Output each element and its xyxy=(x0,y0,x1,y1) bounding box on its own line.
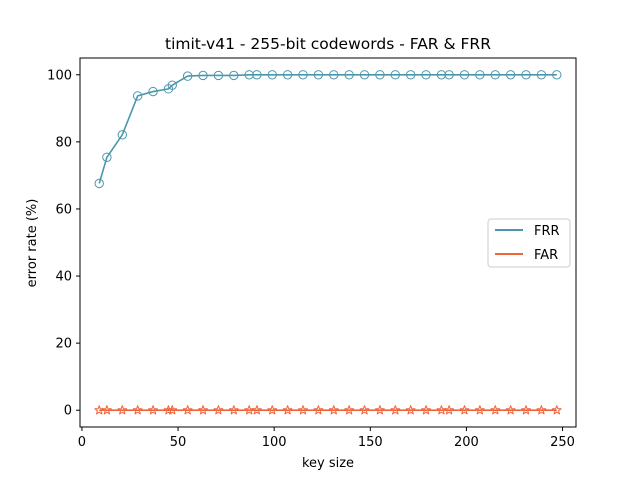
plot-series xyxy=(94,70,562,415)
data-point-far xyxy=(198,405,208,415)
y-tick-label: 60 xyxy=(55,202,72,217)
data-point-far xyxy=(251,405,262,415)
y-tick-label: 40 xyxy=(55,270,72,285)
data-point-far xyxy=(405,405,416,415)
data-point-frr xyxy=(490,70,500,80)
data-point-far xyxy=(228,405,239,415)
data-point-frr xyxy=(182,71,193,81)
data-point-frr xyxy=(552,70,562,80)
data-point-frr xyxy=(244,70,254,80)
data-point-far xyxy=(213,405,224,415)
data-point-frr xyxy=(94,178,104,189)
data-point-frr xyxy=(390,70,400,80)
y-tick-label: 100 xyxy=(47,68,72,83)
legend: FRR FAR xyxy=(487,218,571,268)
x-tick-label: 250 xyxy=(550,435,575,450)
data-point-frr xyxy=(132,91,143,101)
data-point-far xyxy=(551,405,562,415)
data-point-frr xyxy=(102,152,112,162)
data-point-frr xyxy=(375,70,385,80)
data-point-frr xyxy=(444,70,454,80)
data-point-far xyxy=(132,405,143,415)
series-frr xyxy=(94,70,562,189)
x-axis: 0 50 100 150 200 250 xyxy=(78,427,575,450)
data-point-frr xyxy=(329,70,339,80)
data-point-frr xyxy=(167,80,177,90)
data-point-frr xyxy=(213,70,224,81)
data-point-frr xyxy=(505,70,516,80)
data-point-frr xyxy=(459,70,470,80)
plot-frame xyxy=(79,57,577,428)
data-point-frr xyxy=(229,70,239,81)
data-point-far xyxy=(344,405,355,415)
x-tick-label: 200 xyxy=(454,435,479,450)
x-tick-label: 50 xyxy=(170,435,187,450)
data-point-frr xyxy=(252,70,262,80)
y-axis: 0 20 40 60 80 100 xyxy=(47,68,80,419)
x-axis-label: key size xyxy=(302,456,354,471)
data-point-frr xyxy=(267,70,277,80)
x-tick-label: 0 xyxy=(78,435,86,450)
data-point-far xyxy=(359,405,370,415)
data-point-far xyxy=(298,405,308,415)
data-point-frr xyxy=(313,70,324,80)
data-point-frr xyxy=(282,70,293,80)
data-point-frr xyxy=(536,70,547,80)
data-point-far xyxy=(182,405,193,415)
data-point-frr xyxy=(298,70,308,80)
data-point-far xyxy=(390,405,401,415)
data-point-far xyxy=(267,405,278,415)
y-tick-label: 80 xyxy=(55,135,72,150)
data-point-far xyxy=(148,405,158,415)
data-point-far xyxy=(117,405,128,415)
data-point-far xyxy=(490,405,501,415)
data-point-frr xyxy=(436,70,447,80)
y-tick-label: 20 xyxy=(55,337,72,352)
data-point-far xyxy=(536,405,547,415)
chart-title: timit-v41 - 255-bit codewords - FAR & FR… xyxy=(165,35,491,53)
series-far xyxy=(94,405,562,415)
data-point-frr xyxy=(405,70,416,80)
data-point-far xyxy=(102,405,112,415)
series-line-frr xyxy=(98,73,557,184)
x-tick-label: 150 xyxy=(358,435,383,450)
data-point-frr xyxy=(117,130,127,140)
data-point-frr xyxy=(344,70,354,80)
data-point-frr xyxy=(475,70,485,80)
legend-label-far: FAR xyxy=(534,248,558,263)
data-point-frr xyxy=(359,70,370,80)
y-tick-label: 0 xyxy=(64,404,72,419)
data-point-far xyxy=(459,405,470,415)
data-point-frr xyxy=(421,70,431,80)
data-point-far xyxy=(375,405,385,415)
legend-label-frr: FRR xyxy=(534,224,560,239)
data-point-far xyxy=(444,405,454,415)
data-point-frr xyxy=(198,70,208,81)
data-point-far xyxy=(328,405,339,415)
data-point-far xyxy=(313,405,324,415)
y-axis-label: error rate (%) xyxy=(25,199,40,288)
data-point-far xyxy=(421,405,431,415)
data-point-far xyxy=(167,405,178,415)
data-point-frr xyxy=(148,86,158,97)
data-point-far xyxy=(521,405,531,415)
data-point-far xyxy=(282,405,293,415)
data-point-frr xyxy=(521,70,531,80)
data-point-far xyxy=(475,405,485,415)
data-point-far xyxy=(505,405,516,415)
x-tick-label: 100 xyxy=(262,435,287,450)
data-point-far xyxy=(163,405,174,415)
